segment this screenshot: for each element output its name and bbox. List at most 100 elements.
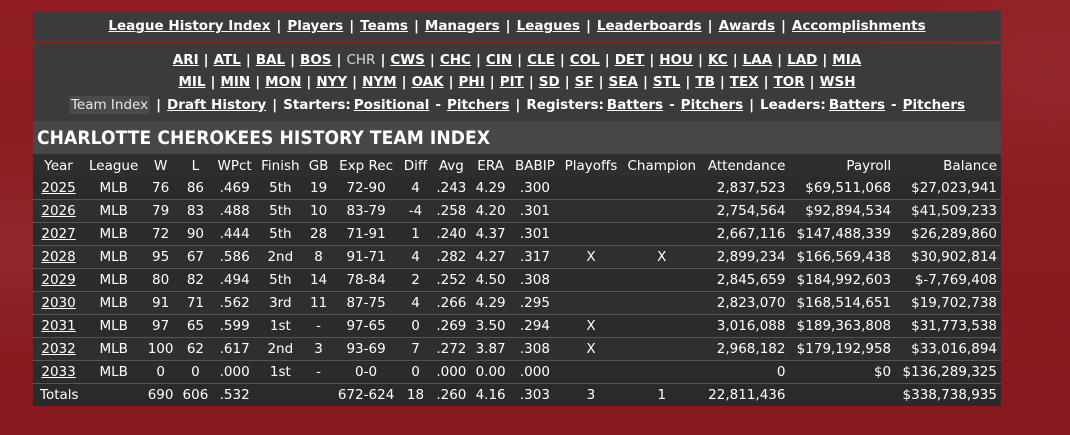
leaders-batters-link[interactable]: Batters xyxy=(828,97,885,113)
column-header-w[interactable]: W xyxy=(143,154,179,177)
team-cws-link[interactable]: CWS xyxy=(390,52,425,68)
team-atl-link[interactable]: ATL xyxy=(213,52,241,68)
team-det-link[interactable]: DET xyxy=(614,52,645,68)
column-header-avg[interactable]: Avg xyxy=(431,154,471,177)
cell-wpct: .586 xyxy=(212,245,257,269)
team-bal-link[interactable]: BAL xyxy=(255,52,286,68)
column-header-babip[interactable]: BABIP xyxy=(510,154,560,177)
top-nav-players-link[interactable]: Players xyxy=(287,18,344,34)
team-col-link[interactable]: COL xyxy=(569,52,600,68)
cell-playoffs xyxy=(559,199,623,223)
team-bos-link[interactable]: BOS xyxy=(300,52,332,68)
column-header-league[interactable]: League xyxy=(84,154,144,177)
cell-exp-rec: 97-65 xyxy=(332,314,400,338)
starters-pitchers-link[interactable]: Pitchers xyxy=(446,97,510,113)
team-pit-link[interactable]: PIT xyxy=(499,74,524,90)
year-link[interactable]: 2026 xyxy=(41,203,76,219)
top-nav-leagues-link[interactable]: Leagues xyxy=(516,18,580,34)
table-row: 2026 MLB 79 83.488 5th 10 83-79 -4.258 4.20.301 2… xyxy=(33,199,1001,223)
separator: | xyxy=(528,74,534,90)
cell-avg: .282 xyxy=(431,245,471,269)
column-header-finish[interactable]: Finish xyxy=(256,154,305,177)
column-header-diff[interactable]: Diff xyxy=(399,154,432,177)
year-link[interactable]: 2031 xyxy=(41,318,76,334)
year-link[interactable]: 2027 xyxy=(41,226,76,242)
cell-era: 4.50 xyxy=(470,268,511,292)
team-stl-link[interactable]: STL xyxy=(652,74,681,90)
cell-finish: 1st xyxy=(256,360,305,384)
team-kc-link[interactable]: KC xyxy=(707,52,728,68)
team-mil-link[interactable]: MIL xyxy=(178,74,206,90)
column-header-attendance[interactable]: Attendance xyxy=(701,154,790,177)
draft-history-link[interactable]: Draft History xyxy=(167,97,267,113)
cell-gb: 14 xyxy=(304,268,333,292)
team-tex-link[interactable]: TEX xyxy=(729,74,759,90)
cell-wpct: .444 xyxy=(212,222,257,246)
team-cin-link[interactable]: CIN xyxy=(485,52,513,68)
team-hou-link[interactable]: HOU xyxy=(659,52,694,68)
team-laa-link[interactable]: LAA xyxy=(742,52,773,68)
team-mia-link[interactable]: MIA xyxy=(832,52,862,68)
cell-gb: 11 xyxy=(304,291,333,315)
cell-champion xyxy=(622,177,702,200)
cell-year: 2032 xyxy=(33,337,85,361)
team-ari-link[interactable]: ARI xyxy=(172,52,199,68)
separator: | xyxy=(749,97,755,113)
column-header-playoffs[interactable]: Playoffs xyxy=(559,154,623,177)
year-link[interactable]: 2028 xyxy=(41,249,76,265)
top-nav-teams-link[interactable]: Teams xyxy=(360,18,408,34)
cell-attendance: 2,667,116 xyxy=(701,222,790,246)
cell-wpct: .488 xyxy=(212,199,257,223)
cell-balance: $-7,769,408 xyxy=(895,268,1001,292)
cell-gb: - xyxy=(304,360,333,384)
top-nav-leaderboards-link[interactable]: Leaderboards xyxy=(596,18,702,34)
column-header-balance[interactable]: Balance xyxy=(895,154,1001,177)
team-min-link[interactable]: MIN xyxy=(220,74,251,90)
team-nav: ARI | ATL | BAL | BOS | CHR | CWS | CHC | CIN | CLE | COL |… xyxy=(33,44,1001,121)
starters-positional-link[interactable]: Positional xyxy=(353,97,430,113)
team-tb-link[interactable]: TB xyxy=(695,74,715,90)
year-link[interactable]: 2029 xyxy=(41,272,76,288)
year-link[interactable]: 2032 xyxy=(41,341,76,357)
team-sea-link[interactable]: SEA xyxy=(608,74,638,90)
leaders-pitchers-link[interactable]: Pitchers xyxy=(902,97,966,113)
team-wsh-link[interactable]: WSH xyxy=(819,74,856,90)
team-cle-link[interactable]: CLE xyxy=(527,52,555,68)
registers-pitchers-link[interactable]: Pitchers xyxy=(680,97,744,113)
year-link[interactable]: 2025 xyxy=(41,180,76,196)
team-chc-link[interactable]: CHC xyxy=(439,52,471,68)
cell-payroll: $168,514,651 xyxy=(789,291,896,315)
cell-year: 2026 xyxy=(33,199,85,223)
column-header-l[interactable]: L xyxy=(178,154,213,177)
team-sf-link[interactable]: SF xyxy=(574,74,594,90)
cell-babip: .295 xyxy=(510,291,560,315)
team-lad-link[interactable]: LAD xyxy=(787,52,818,68)
year-link[interactable]: 2030 xyxy=(41,295,76,311)
cell-attendance: 2,845,659 xyxy=(701,268,790,292)
team-nym-link[interactable]: NYM xyxy=(362,74,397,90)
top-nav-accomplishments-link[interactable]: Accomplishments xyxy=(791,18,926,34)
registers-batters-link[interactable]: Batters xyxy=(606,97,664,113)
cell-league: MLB xyxy=(84,360,144,384)
column-header-wpct[interactable]: WPct xyxy=(212,154,257,177)
top-nav-league-history-index-link[interactable]: League History Index xyxy=(108,18,271,34)
team-tor-link[interactable]: TOR xyxy=(773,74,805,90)
team-nyy-link[interactable]: NYY xyxy=(316,74,348,90)
column-header-payroll[interactable]: Payroll xyxy=(789,154,896,177)
team-oak-link[interactable]: OAK xyxy=(411,74,444,90)
column-header-gb[interactable]: GB xyxy=(304,154,333,177)
year-link[interactable]: 2033 xyxy=(41,364,76,380)
column-header-era[interactable]: ERA xyxy=(470,154,511,177)
column-header-exp-rec[interactable]: Exp Rec xyxy=(332,154,400,177)
top-nav-managers-link[interactable]: Managers xyxy=(424,18,500,34)
column-header-champion[interactable]: Champion xyxy=(622,154,702,177)
team-sd-link[interactable]: SD xyxy=(538,74,560,90)
cell-wpct: .000 xyxy=(212,360,257,384)
top-nav-awards-link[interactable]: Awards xyxy=(718,18,775,34)
cell-gb: 19 xyxy=(304,177,333,200)
cell-champion xyxy=(622,314,702,338)
column-header-year[interactable]: Year xyxy=(33,154,85,177)
team-chr-current: CHR xyxy=(346,52,376,68)
team-phi-link[interactable]: PHI xyxy=(458,74,485,90)
team-mon-link[interactable]: MON xyxy=(265,74,302,90)
